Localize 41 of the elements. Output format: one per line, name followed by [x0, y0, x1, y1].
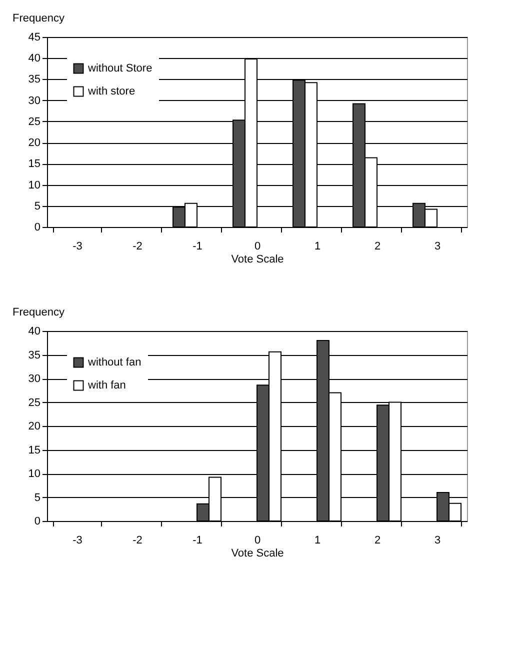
x-axis-title: Vote Scale [231, 548, 284, 560]
y-tick-label: 45 [28, 32, 40, 44]
y-tick-label: 20 [28, 420, 40, 432]
x-tick-label: 2 [374, 534, 381, 546]
x-tick-label: -3 [72, 240, 82, 252]
legend-label: with fan [87, 380, 126, 392]
y-tick-label: 5 [34, 492, 40, 504]
y-tick-label: 40 [28, 326, 40, 338]
y-tick-label: 40 [28, 52, 40, 65]
y-tick-label: 25 [28, 396, 40, 409]
legend-label: with store [87, 86, 136, 98]
x-axis-title: Vote Scale [231, 254, 284, 266]
y-tick-label: 20 [28, 137, 40, 150]
y-tick-label: 15 [28, 444, 40, 456]
y-tick-label: 25 [28, 116, 40, 128]
x-tick-label: -3 [72, 534, 82, 546]
legend-label: without Store [87, 62, 152, 74]
y-axis-title: Frequency [12, 12, 65, 24]
x-tick-label: 3 [434, 240, 441, 252]
y-tick-label: 30 [28, 373, 40, 385]
x-tick-label: 0 [254, 534, 261, 546]
legend-label: without fan [87, 356, 142, 368]
y-tick-label: 5 [34, 200, 40, 212]
x-tick-label: 3 [434, 534, 441, 546]
x-tick-label: 0 [254, 240, 261, 252]
y-tick-label: 35 [28, 74, 40, 86]
x-tick-label: 2 [374, 240, 381, 252]
y-tick-label: 0 [34, 222, 40, 234]
y-tick-label: 30 [28, 94, 40, 107]
x-tick-label: -2 [132, 240, 142, 252]
y-axis-title: Frequency [12, 306, 65, 318]
y-tick-label: 15 [28, 158, 40, 170]
y-tick-label: 0 [34, 516, 40, 528]
x-tick-label: -1 [192, 240, 202, 252]
x-tick-label: -1 [192, 534, 202, 546]
x-tick-label: 1 [314, 534, 321, 546]
x-tick-label: -2 [132, 534, 142, 546]
x-tick-label: 1 [314, 240, 321, 252]
y-tick-label: 35 [28, 349, 40, 362]
y-tick-label: 10 [28, 179, 40, 192]
y-tick-label: 10 [28, 468, 40, 480]
